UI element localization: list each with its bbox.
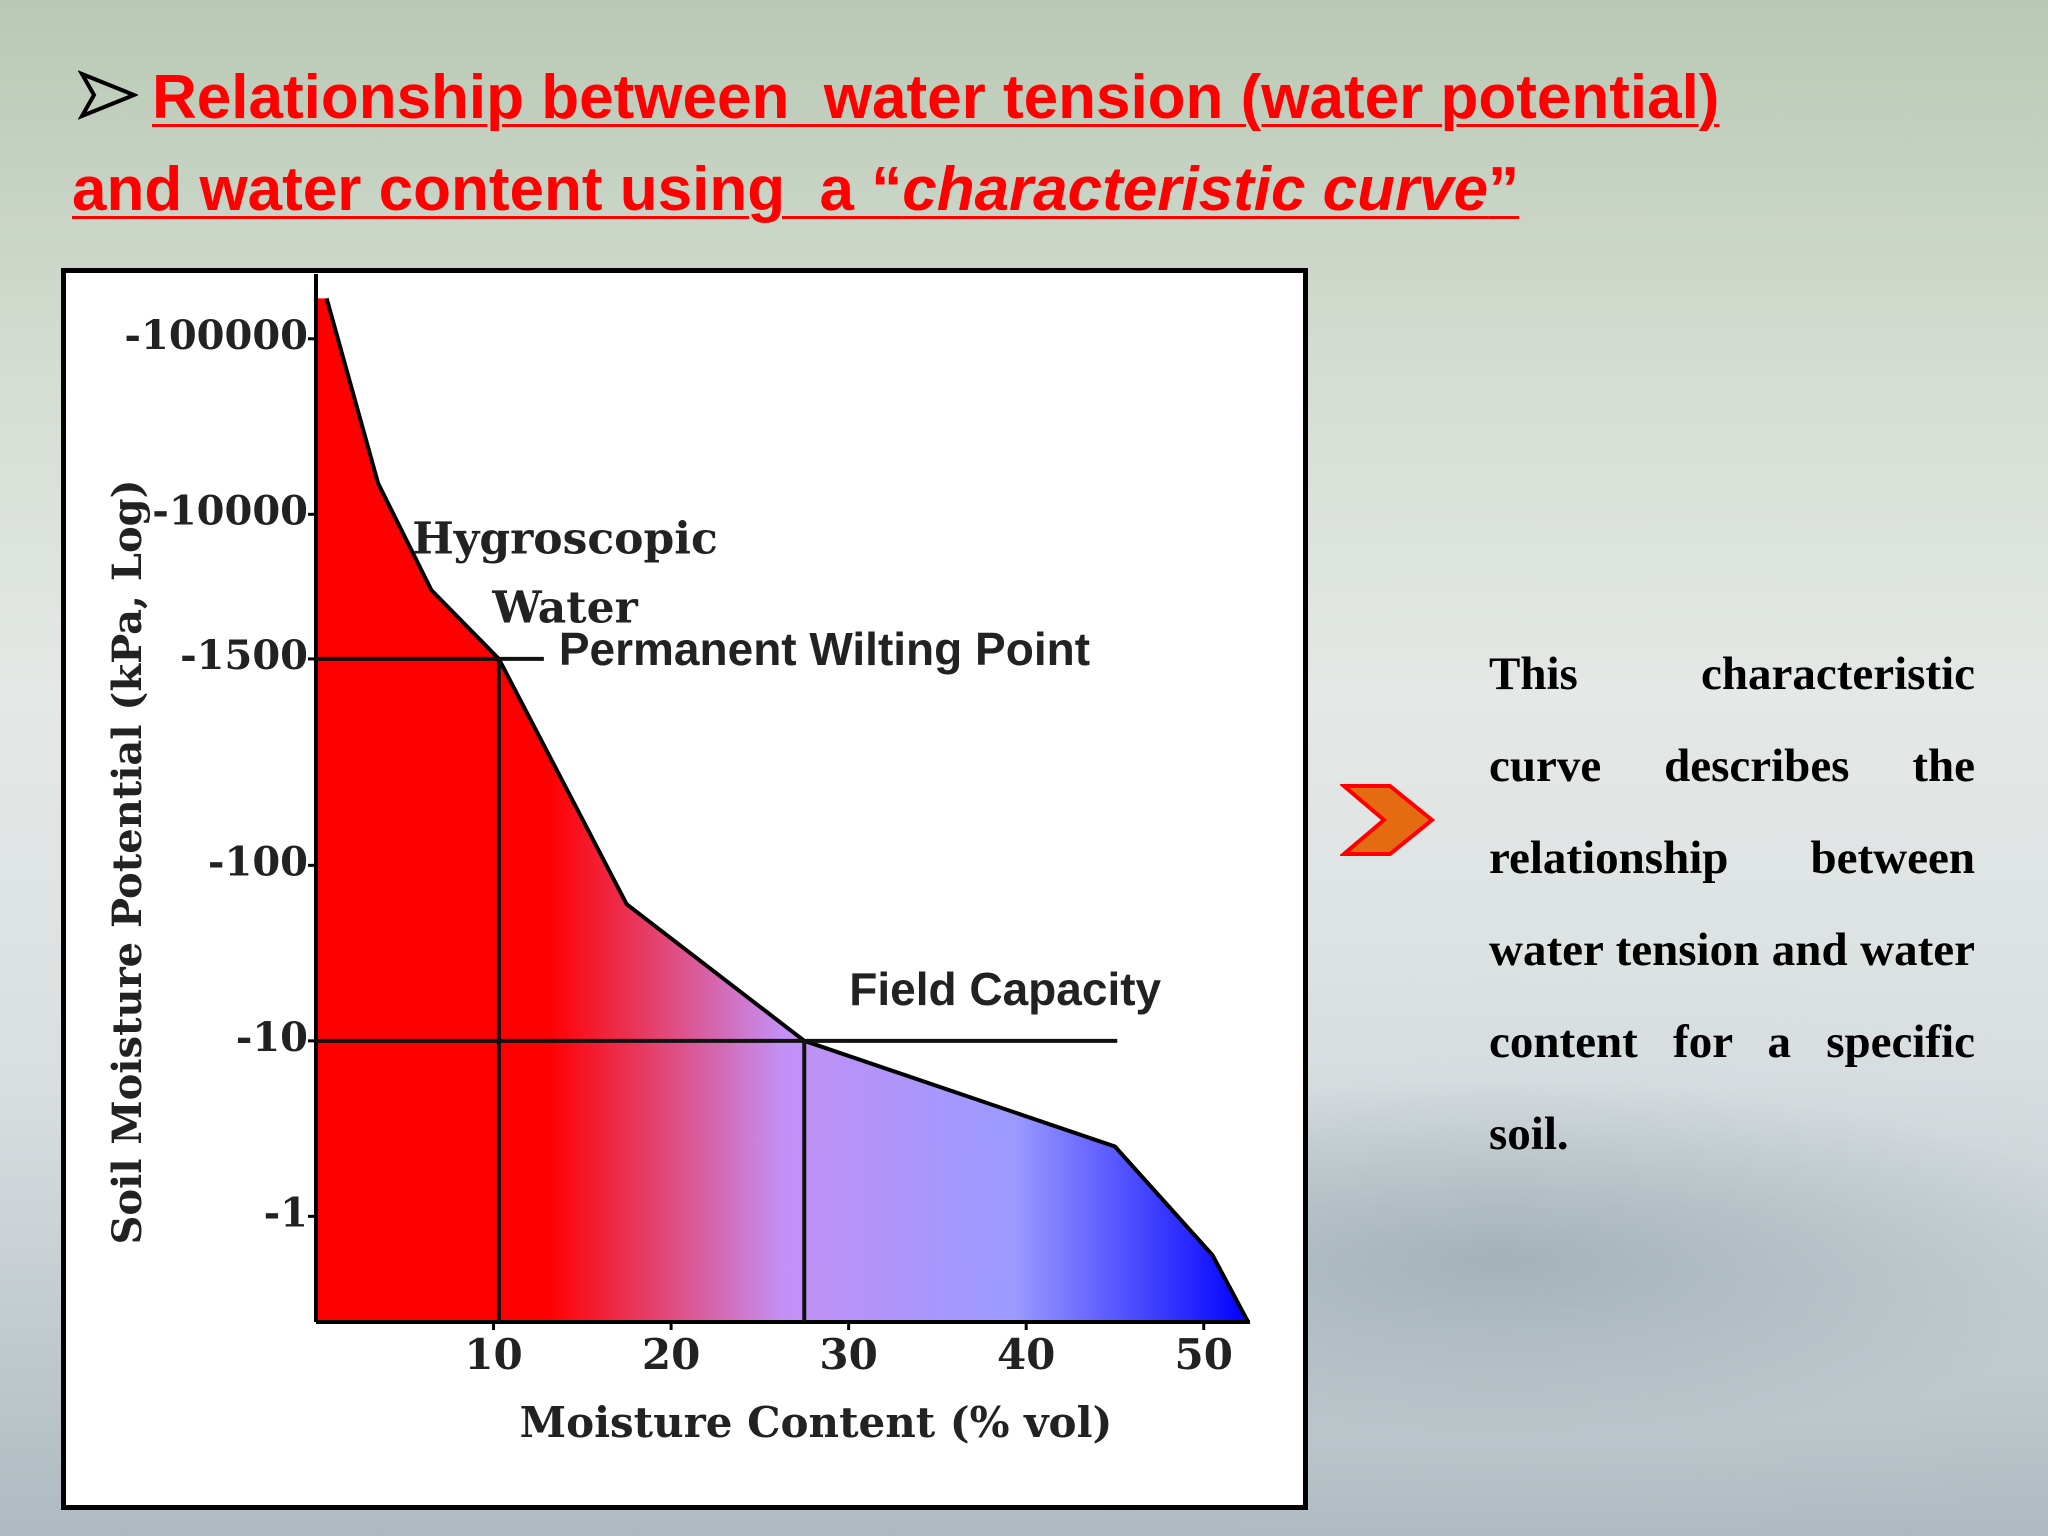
curve-area	[316, 298, 1249, 1322]
title-part: and water content using a “	[72, 155, 903, 224]
x-tick-label: 30	[819, 1330, 877, 1379]
annotation-label: Water	[491, 583, 638, 634]
title-line: Relationship between water tension (wate…	[152, 63, 1720, 132]
y-tick-label: -10	[236, 1014, 308, 1061]
title-part: ”	[1488, 155, 1520, 224]
x-tick-label: 10	[464, 1330, 522, 1379]
x-tick-label: 40	[997, 1330, 1055, 1379]
title-line: and water content using a “characteristi…	[72, 144, 1972, 236]
body-text: This characteristic curve describes the …	[1489, 648, 1975, 1160]
x-tick-label: 50	[1175, 1330, 1233, 1379]
annotation-label ann: Field Capacity	[849, 963, 1161, 1015]
y-axis-label: Soil Moisture Potential (kPa, Log)	[104, 479, 151, 1244]
y-tick-label: -1500	[180, 632, 308, 679]
x-tick-label: 20	[642, 1330, 700, 1379]
curve-line	[324, 297, 1250, 1323]
slide-title: Relationship between water tension (wate…	[72, 52, 1972, 236]
x-axis-label: Moisture Content (% vol)	[520, 1398, 1113, 1447]
chevron-icon	[1340, 784, 1436, 856]
annotation-label ann: Permanent Wilting Point	[559, 623, 1090, 675]
annotation-label: Hygroscopic	[412, 514, 718, 565]
title-italic: characteristic curve	[902, 155, 1489, 224]
y-tick-label: -10000	[152, 487, 308, 534]
bullet-arrow	[78, 70, 138, 120]
y-tick-label: -100000	[124, 312, 308, 359]
y-tick-label: -1	[264, 1189, 308, 1236]
y-tick-label: -100	[208, 838, 308, 885]
